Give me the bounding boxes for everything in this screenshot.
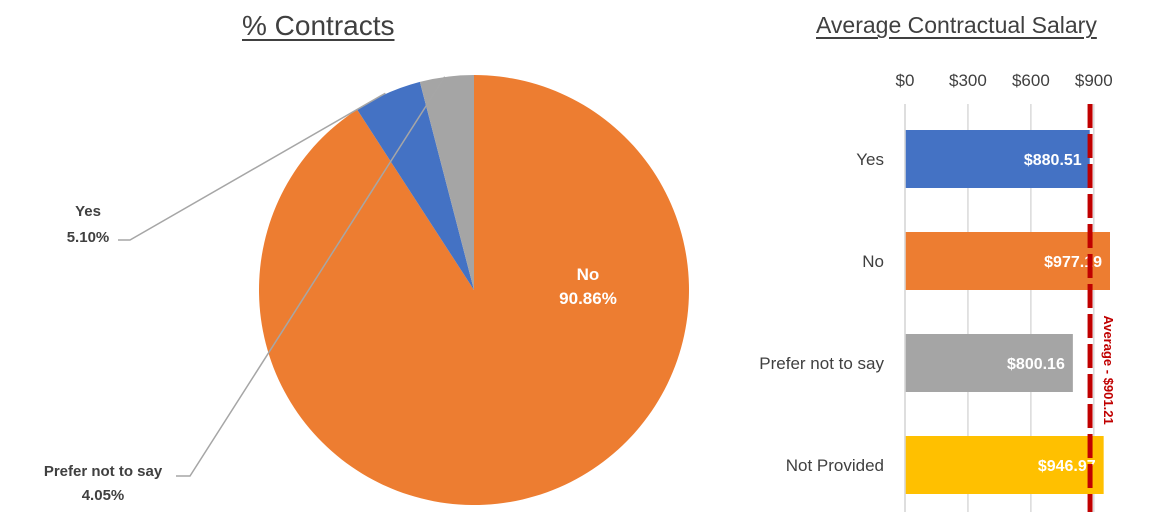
pie-chart-title: % Contracts bbox=[242, 10, 395, 41]
bar-chart: $0 $300 $600 $900 $880.51 Yes $977.19 No $800.16… bbox=[759, 71, 1116, 512]
x-tick-label: $0 bbox=[896, 71, 915, 90]
bar-value-label: $880.51 bbox=[1024, 152, 1082, 169]
bar-value-label: $946.97 bbox=[1038, 458, 1096, 475]
y-category-label: No bbox=[862, 252, 884, 271]
pie-slice-prefer-not-to-say bbox=[419, 75, 474, 290]
pie-value-prefer-not-to-say: 4.05% bbox=[82, 487, 125, 504]
pie-label-prefer-not-to-say: Prefer not to say bbox=[44, 463, 163, 480]
bar-prefer-not-to-say bbox=[905, 334, 1073, 392]
x-tick-label: $300 bbox=[949, 71, 987, 90]
bar-no bbox=[905, 232, 1110, 290]
bar-value-label: $800.16 bbox=[1007, 356, 1065, 373]
y-category-label: Not Provided bbox=[786, 456, 884, 475]
bar-not-provided bbox=[905, 436, 1104, 494]
leader-line-prefer-not-to-say bbox=[176, 76, 446, 477]
x-tick-label: $900 bbox=[1075, 71, 1113, 90]
average-reference-label: Average - $901.21 bbox=[1101, 315, 1116, 424]
leader-line-yes bbox=[118, 92, 386, 241]
y-category-label: Yes bbox=[856, 150, 884, 169]
x-tick-label: $600 bbox=[1012, 71, 1050, 90]
pie-slice-yes bbox=[357, 81, 474, 291]
bar-value-label: $977.19 bbox=[1044, 254, 1102, 271]
y-category-label: Prefer not to say bbox=[759, 354, 884, 373]
pie-value-no: 90.86% bbox=[559, 289, 617, 308]
pie-value-yes: 5.10% bbox=[67, 229, 110, 246]
bar-yes bbox=[905, 130, 1090, 188]
pie-label-yes: Yes bbox=[75, 203, 101, 220]
pie-label-no: No bbox=[577, 265, 600, 284]
pie-chart: No 90.86% Yes 5.10% Prefer not to say 4.05% bbox=[44, 75, 689, 505]
bar-chart-title: Average Contractual Salary bbox=[816, 12, 1097, 38]
